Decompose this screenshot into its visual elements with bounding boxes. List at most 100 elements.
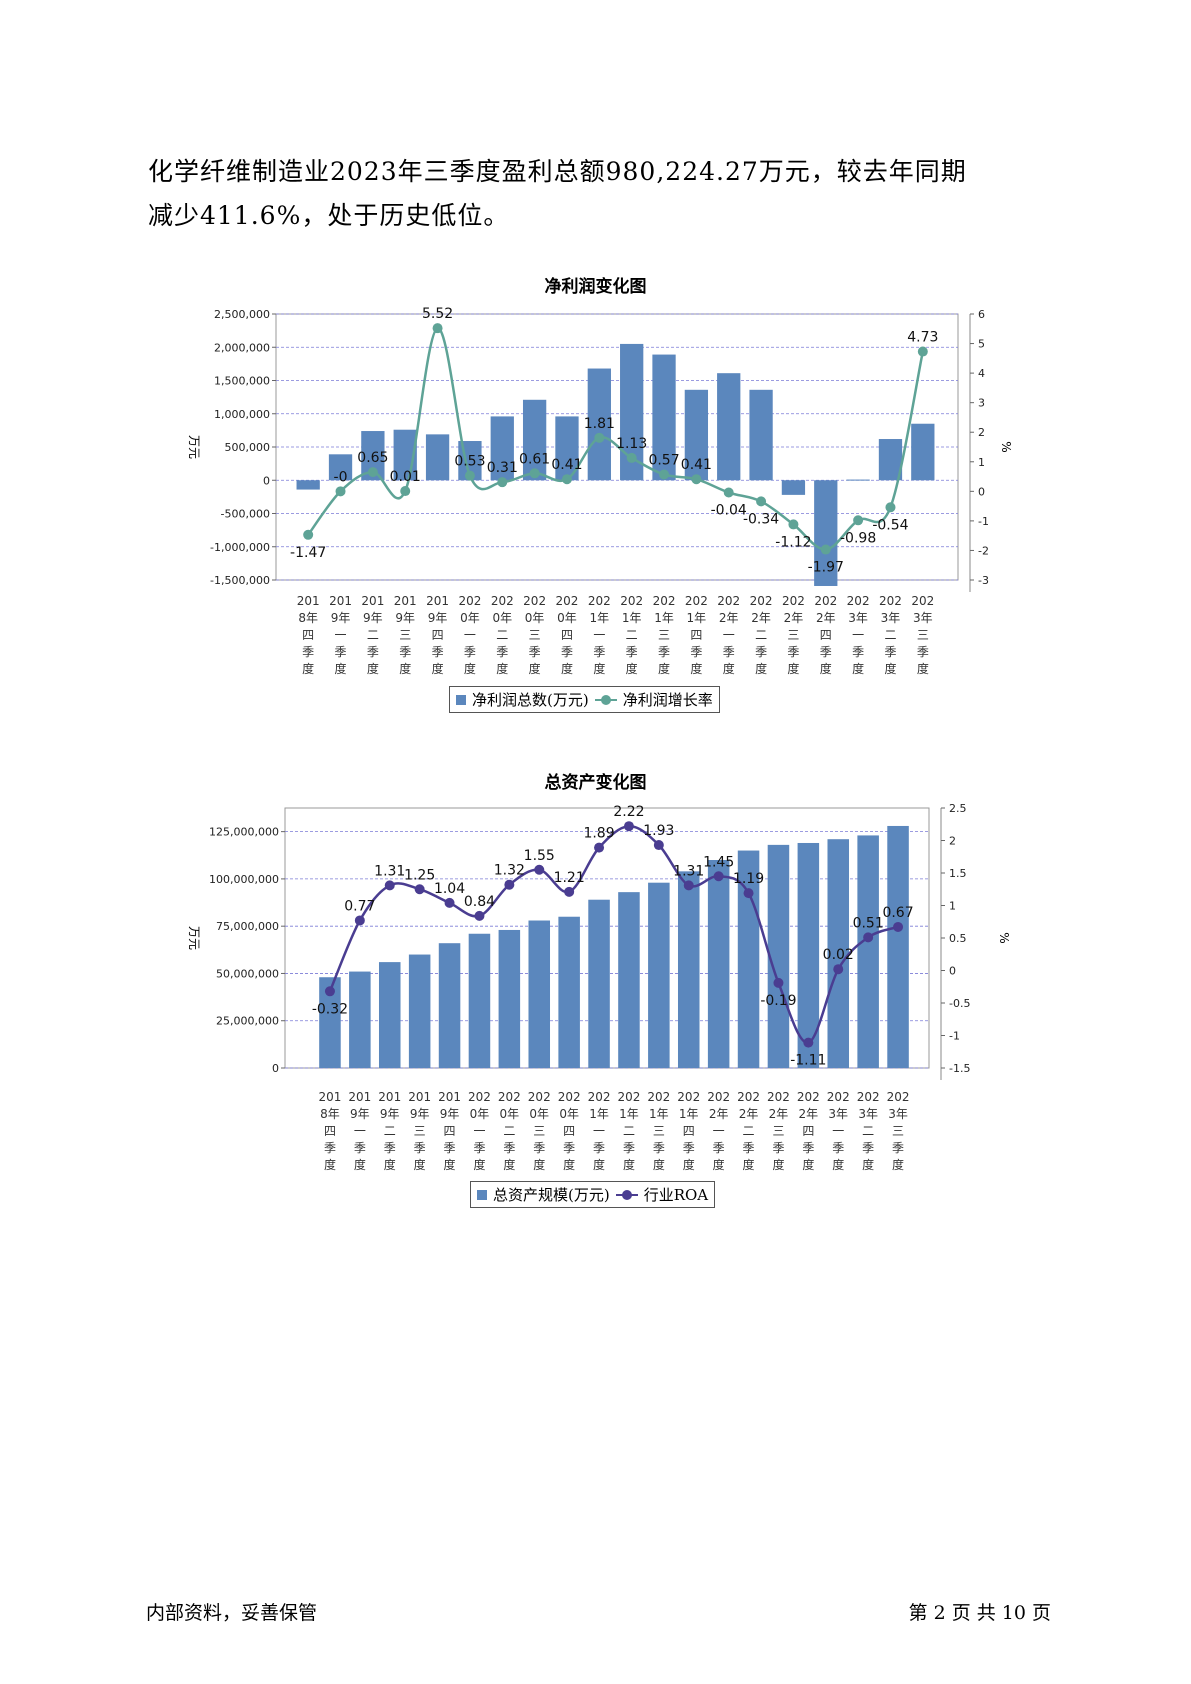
x-tick-label: 四 (561, 628, 573, 642)
y2-tick-label: 0 (949, 965, 956, 978)
line-point (564, 886, 575, 897)
x-tick-label: 2年 (739, 1107, 759, 1121)
line-point (504, 879, 515, 890)
data-label: 1.04 (434, 881, 465, 897)
x-tick-label: 季 (367, 645, 379, 659)
y2-tick-label: -1 (978, 515, 989, 528)
line-point (659, 469, 670, 480)
x-tick-label: 202 (677, 1090, 700, 1104)
chart1-legend-line-label: 净利润增长率 (622, 691, 713, 709)
x-tick-label: 202 (814, 594, 837, 608)
x-tick-label: 季 (496, 645, 508, 659)
x-tick-label: 季 (335, 645, 347, 659)
x-tick-label: 季 (892, 1141, 904, 1155)
line-point (803, 1037, 814, 1048)
data-label: 0.41 (681, 457, 712, 473)
x-tick-label: 季 (533, 1141, 545, 1155)
x-tick-label: 一 (852, 628, 864, 642)
line-point (756, 496, 767, 507)
bar (911, 423, 935, 481)
x-tick-label: 季 (683, 1141, 695, 1155)
x-tick-label: 0年 (470, 1107, 490, 1121)
x-tick-label: 1年 (622, 611, 642, 625)
bar (797, 842, 820, 1068)
data-label: 1.13 (616, 436, 647, 452)
x-tick-label: 202 (767, 1090, 790, 1104)
x-tick-label: 202 (588, 1090, 611, 1104)
bar (587, 368, 611, 481)
line-point (626, 452, 637, 463)
x-tick-label: 度 (743, 1157, 755, 1172)
line-point (691, 474, 702, 485)
data-label: 1.81 (584, 416, 615, 432)
x-tick-label: 季 (464, 645, 476, 659)
chart2-legend: 总资产规模(万元) 行业ROA (470, 1181, 716, 1208)
y2-tick-label: -3 (978, 574, 989, 587)
x-tick-label: 201 (329, 594, 352, 608)
x-tick-label: 3年 (828, 1107, 848, 1121)
bar (438, 943, 461, 1068)
bar (620, 343, 644, 481)
data-label: -0 (334, 469, 348, 485)
x-tick-label: 度 (503, 1157, 515, 1172)
x-tick-label: 度 (529, 661, 541, 676)
x-tick-label: 202 (468, 1090, 491, 1104)
x-tick-label: 季 (723, 645, 735, 659)
x-tick-label: 四 (820, 628, 832, 642)
line-point (534, 864, 545, 875)
bar (588, 899, 610, 1068)
data-label: 0.53 (454, 454, 485, 470)
x-tick-label: 二 (862, 1124, 874, 1138)
data-label: 0.01 (390, 469, 421, 485)
x-tick-label: 季 (884, 645, 896, 659)
x-tick-label: 度 (690, 661, 702, 676)
bar (328, 454, 353, 481)
x-tick-label: 度 (917, 661, 929, 676)
x-tick-label: 9年 (410, 1107, 430, 1121)
x-tick-label: 四 (324, 1124, 336, 1138)
x-tick-label: 202 (911, 594, 934, 608)
x-tick-label: 季 (563, 1141, 575, 1155)
x-tick-label: 3年 (848, 611, 868, 625)
line-point (863, 932, 874, 943)
x-tick-label: 季 (399, 645, 411, 659)
data-label: 0.02 (823, 947, 854, 963)
x-tick-label: 201 (408, 1090, 431, 1104)
x-tick-label: 度 (593, 1157, 605, 1172)
x-tick-label: 1年 (590, 611, 610, 625)
line-series-swatch (594, 694, 617, 705)
x-tick-label: 季 (529, 645, 541, 659)
x-tick-label: 季 (690, 645, 702, 659)
x-tick-label: 四 (683, 1124, 695, 1138)
x-tick-label: 度 (496, 661, 508, 676)
x-tick-label: 202 (707, 1090, 730, 1104)
x-tick-label: 三 (529, 628, 541, 642)
chart1-title: 净利润变化图 (544, 277, 647, 297)
x-tick-label: 201 (438, 1090, 461, 1104)
x-tick-label: 202 (887, 1090, 910, 1104)
x-tick-label: 202 (782, 594, 805, 608)
x-tick-label: 二 (623, 1124, 635, 1138)
x-tick-label: 0年 (529, 1107, 549, 1121)
x-tick-label: 度 (399, 661, 411, 676)
data-label: 0.77 (344, 898, 375, 914)
y-tick-label: 0 (263, 474, 270, 487)
y2-tick-label: -1.5 (949, 1062, 970, 1075)
x-tick-label: 度 (713, 1157, 725, 1172)
x-tick-label: 202 (750, 594, 773, 608)
line-point (335, 486, 346, 497)
y-tick-label: -1,000,000 (210, 541, 270, 554)
y2-tick-label: 5 (978, 338, 985, 351)
y2-tick-label: 4 (978, 367, 985, 380)
bar (878, 439, 903, 481)
x-tick-label: 201 (348, 1090, 371, 1104)
x-tick-label: 2年 (784, 611, 804, 625)
x-tick-label: 三 (917, 628, 929, 642)
x-tick-label: 度 (892, 1157, 904, 1172)
x-tick-label: 二 (743, 1124, 755, 1138)
x-tick-label: 一 (354, 1124, 366, 1138)
data-label: 1.19 (733, 871, 764, 887)
x-tick-label: 1年 (619, 1107, 639, 1121)
y-tick-label: 75,000,000 (216, 920, 279, 933)
bar-series-swatch (477, 1189, 487, 1200)
